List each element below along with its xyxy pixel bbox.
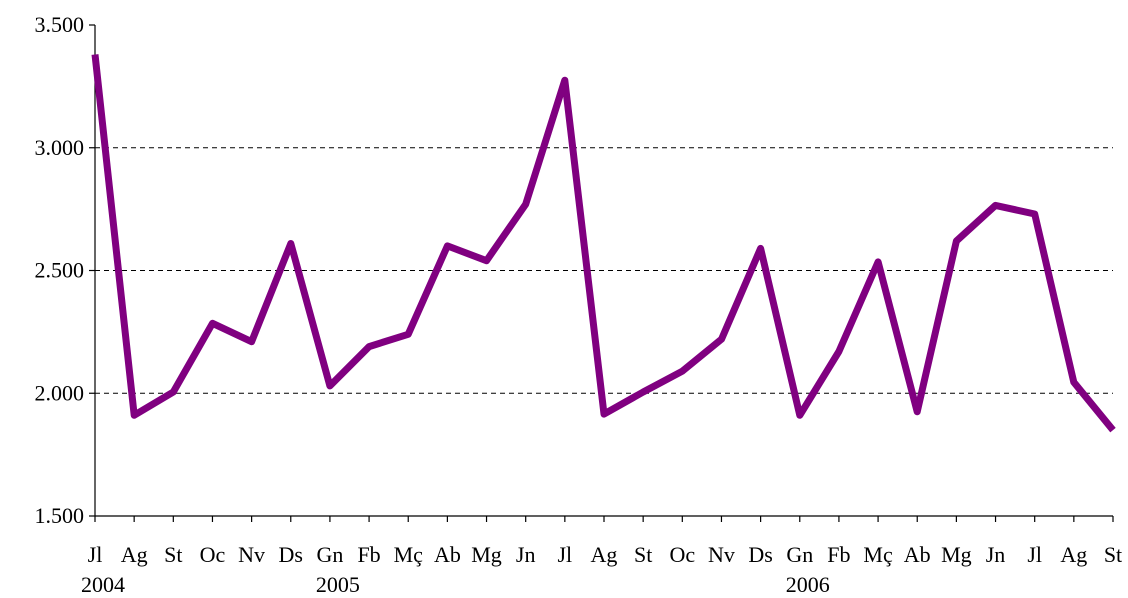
y-axis: 1.500 2.000 2.500 3.000 3.500 [35,12,96,528]
x-tick-label: Ag [1060,542,1087,567]
x-tick-label: Ag [121,542,148,567]
x-tick-label: St [634,542,652,567]
x-tick-label: Fb [357,542,380,567]
x-tick-label: Mg [471,542,502,567]
year-label: 2005 [316,572,360,597]
x-tick-label: Ds [279,542,303,567]
x-tick-label: Ab [434,542,461,567]
x-axis: Jl Ag St Oc Nv Ds Gn Fb Mç Ab Mg Jn Jl Ag St Oc Nv Ds Gn Fb… [81,515,1122,597]
x-tick-label: Mç [863,542,893,567]
x-tick-label: Fb [827,542,850,567]
series-line [91,54,1116,433]
x-tick-label: Mç [394,542,424,567]
x-tick-label: Ag [591,542,618,567]
x-tick-label: Gn [786,542,813,567]
x-tick-label: St [1104,542,1122,567]
grid-lines [95,147,1113,394]
x-tick-label: Jn [986,542,1006,567]
y-tick-label: 2.000 [35,380,85,405]
x-tick-label: Gn [316,542,343,567]
x-tick-label: Nv [238,542,265,567]
x-tick-label: Jl [558,542,573,567]
y-tick-label: 3.000 [35,135,85,160]
x-tick-label: Jl [1027,542,1042,567]
x-tick-label: Ds [748,542,772,567]
x-tick-label: Oc [200,542,226,567]
x-tick-label: Nv [708,542,735,567]
y-tick-label: 3.500 [35,12,85,37]
x-tick-label: Jn [516,542,536,567]
x-tick-label: Ab [904,542,931,567]
y-tick-label: 2.500 [35,258,85,283]
year-label: 2006 [786,572,830,597]
x-tick-label: Mg [941,542,972,567]
y-tick-label: 1.500 [35,503,85,528]
series-layer [91,54,1116,433]
year-label: 2004 [81,572,125,597]
x-tick-label: St [164,542,182,567]
x-tick-label: Oc [669,542,695,567]
x-tick-label: Jl [88,542,103,567]
